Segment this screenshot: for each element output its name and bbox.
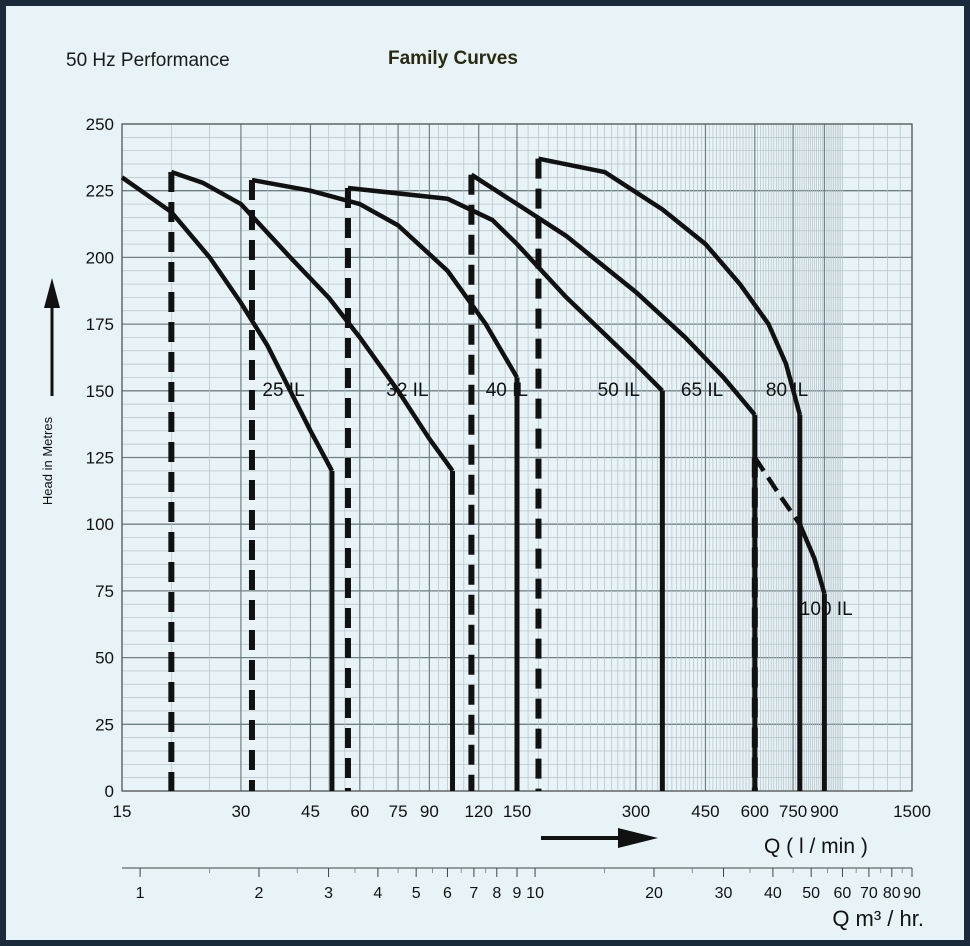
x2-tick-label: 60 <box>834 885 852 902</box>
curve-label: 50 IL <box>598 380 640 401</box>
curve <box>797 523 827 595</box>
x2-axis-label: Q m³ / hr. <box>832 906 924 931</box>
x2-tick-label: 1 <box>136 885 145 902</box>
x-tick-label: 90 <box>420 802 439 821</box>
chart-panel: 50 Hz Performance Family Curves 25 IL 32 … <box>6 6 964 940</box>
x-tick-label: 900 <box>810 802 838 821</box>
x2-tick-label: 8 <box>492 885 501 902</box>
x-tick-label: 750 <box>779 802 807 821</box>
x-axis-label: Q ( l / min ) <box>764 835 868 858</box>
curve-dashed <box>752 456 802 526</box>
curve-label: 25 IL <box>262 380 304 401</box>
x-tick-label: 45 <box>301 802 320 821</box>
x2-tick-label: 50 <box>802 885 820 902</box>
y-tick-label: 100 <box>86 515 114 534</box>
y-tick-label: 200 <box>86 248 114 267</box>
x-tick-label: 15 <box>113 802 132 821</box>
family-curves-title: Family Curves <box>388 48 518 69</box>
x2-tick-label: 80 <box>883 885 901 902</box>
y-tick-label: 25 <box>95 715 114 734</box>
curves <box>120 156 827 791</box>
x2-tick-label: 40 <box>764 885 782 902</box>
y-tick-label: 250 <box>86 115 114 134</box>
y-tick-label: 175 <box>86 315 114 334</box>
x-tick-label: 60 <box>350 802 369 821</box>
curve-label: 80 IL <box>766 380 808 401</box>
x-tick-label: 150 <box>503 802 531 821</box>
curve-label: 32 IL <box>386 380 428 401</box>
performance-label: 50 Hz Performance <box>66 50 230 71</box>
x2-tick-label: 9 <box>513 885 522 902</box>
x-tick-label: 1500 <box>893 802 931 821</box>
x2-tick-label: 7 <box>469 885 478 902</box>
curve <box>538 156 802 416</box>
x2-tick-label: 70 <box>860 885 878 902</box>
y-tick-label: 150 <box>86 382 114 401</box>
x2-tick-label: 10 <box>526 885 544 902</box>
y-tick-label: 225 <box>86 182 114 201</box>
x-tick-label: 450 <box>691 802 719 821</box>
x-tick-label: 600 <box>741 802 769 821</box>
curve-label: 65 IL <box>681 380 723 401</box>
curve-label: 100 IL <box>800 599 853 620</box>
x2-tick-label: 3 <box>324 885 333 902</box>
y-tick-label: 125 <box>86 449 114 468</box>
y-tick-label: 0 <box>105 782 114 801</box>
x2-tick-label: 6 <box>443 885 452 902</box>
curve <box>120 175 334 472</box>
x2-tick-label: 20 <box>645 885 663 902</box>
curve <box>251 177 519 379</box>
x-arrow-head <box>618 828 658 848</box>
curve <box>347 185 664 393</box>
curve-label: 40 IL <box>486 380 528 401</box>
x2-tick-label: 90 <box>903 885 921 902</box>
labels: 25 IL 32 IL 40 IL 50 IL 65 IL 80 IL 100 IL <box>262 380 852 620</box>
x2-tick-label: 2 <box>255 885 264 902</box>
x-tick-label: 120 <box>465 802 493 821</box>
x-tick-label: 300 <box>622 802 650 821</box>
x2-tick-label: 4 <box>373 885 382 902</box>
curve <box>470 172 757 417</box>
y-tick-label: 50 <box>95 649 114 668</box>
curve <box>170 169 455 473</box>
y-tick-label: 75 <box>95 582 114 601</box>
x2-tick-label: 30 <box>715 885 733 902</box>
x-tick-label: 30 <box>231 802 250 821</box>
x-tick-label: 75 <box>389 802 408 821</box>
y-arrow-head <box>44 278 60 308</box>
x2-tick-label: 5 <box>412 885 421 902</box>
y-axis-label: Head in Metres <box>40 416 55 505</box>
